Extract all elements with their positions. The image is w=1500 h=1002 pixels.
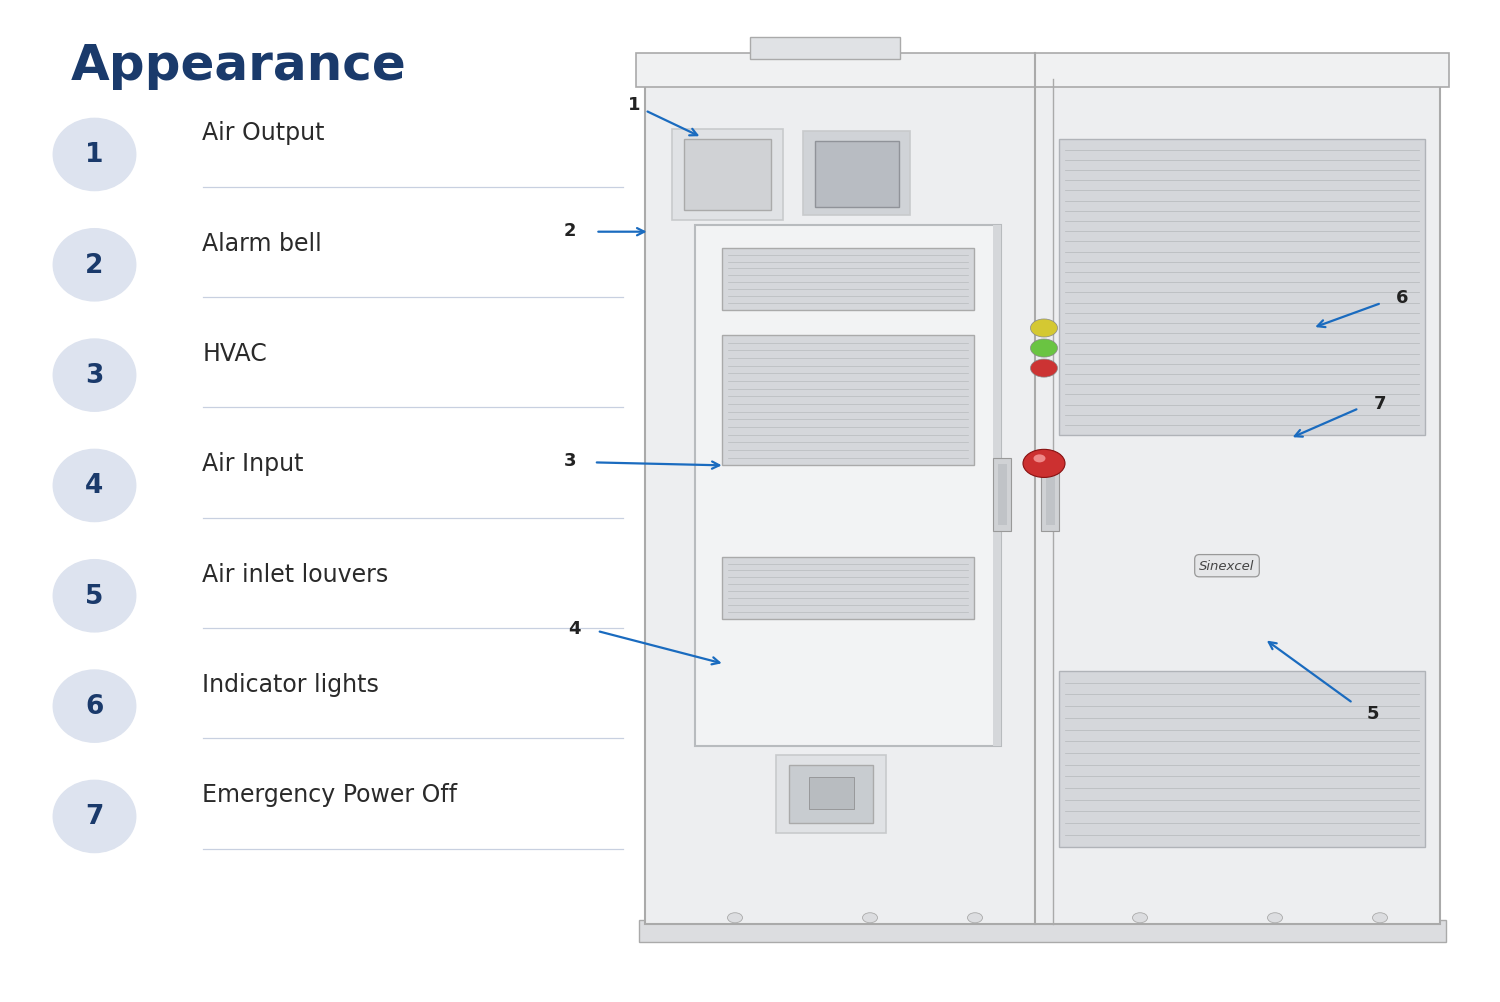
Ellipse shape	[54, 450, 135, 522]
Text: Sinexcel: Sinexcel	[1200, 560, 1254, 572]
Text: 5: 5	[1366, 704, 1378, 722]
Ellipse shape	[54, 119, 135, 191]
Ellipse shape	[54, 340, 135, 412]
Text: 4: 4	[568, 619, 580, 637]
Text: 5: 5	[86, 583, 104, 609]
Bar	[722, 248, 974, 311]
Bar	[645, 80, 1440, 924]
Bar	[776, 756, 886, 834]
Text: Air Output: Air Output	[202, 121, 326, 145]
Bar	[789, 766, 873, 824]
Text: 3: 3	[86, 363, 104, 389]
Bar	[1059, 140, 1425, 436]
Circle shape	[728, 913, 742, 923]
Bar	[684, 140, 771, 210]
Text: 7: 7	[1374, 395, 1386, 413]
Text: 1: 1	[628, 96, 640, 114]
Ellipse shape	[54, 670, 135, 742]
Circle shape	[1268, 913, 1282, 923]
Bar	[993, 225, 1000, 746]
Bar	[672, 130, 783, 220]
Text: Appearance: Appearance	[70, 42, 407, 90]
Bar	[722, 557, 974, 619]
Circle shape	[1372, 913, 1388, 923]
Bar	[1059, 671, 1425, 847]
Bar	[993, 459, 1011, 531]
Text: 2: 2	[86, 253, 104, 279]
Ellipse shape	[54, 781, 135, 853]
Ellipse shape	[54, 560, 135, 632]
Bar	[639, 920, 1446, 942]
Circle shape	[1030, 340, 1057, 358]
Circle shape	[1023, 450, 1065, 478]
Bar	[998, 465, 1006, 525]
Circle shape	[1034, 455, 1046, 463]
Bar	[815, 142, 898, 207]
Text: 4: 4	[86, 473, 104, 499]
Circle shape	[1030, 320, 1057, 338]
Text: 7: 7	[86, 804, 104, 830]
Circle shape	[968, 913, 982, 923]
Circle shape	[862, 913, 877, 923]
Text: 6: 6	[1396, 289, 1408, 307]
Bar	[750, 38, 900, 60]
Text: 1: 1	[86, 142, 104, 168]
Ellipse shape	[54, 229, 135, 302]
Text: Alarm bell: Alarm bell	[202, 231, 322, 256]
Text: HVAC: HVAC	[202, 342, 267, 366]
Text: 3: 3	[564, 452, 576, 470]
Bar	[636, 54, 1449, 88]
Bar	[722, 336, 974, 466]
Circle shape	[1132, 913, 1148, 923]
Bar	[1041, 459, 1059, 531]
Bar	[802, 132, 910, 215]
Text: Emergency Power Off: Emergency Power Off	[202, 783, 458, 807]
Text: 2: 2	[564, 221, 576, 239]
Bar	[1046, 465, 1054, 525]
Bar	[808, 778, 853, 810]
Text: 6: 6	[86, 693, 104, 719]
Bar	[694, 225, 1000, 746]
Text: Air Input: Air Input	[202, 452, 304, 476]
Text: Air inlet louvers: Air inlet louvers	[202, 562, 388, 586]
Circle shape	[1030, 360, 1057, 378]
Text: Indicator lights: Indicator lights	[202, 672, 380, 696]
